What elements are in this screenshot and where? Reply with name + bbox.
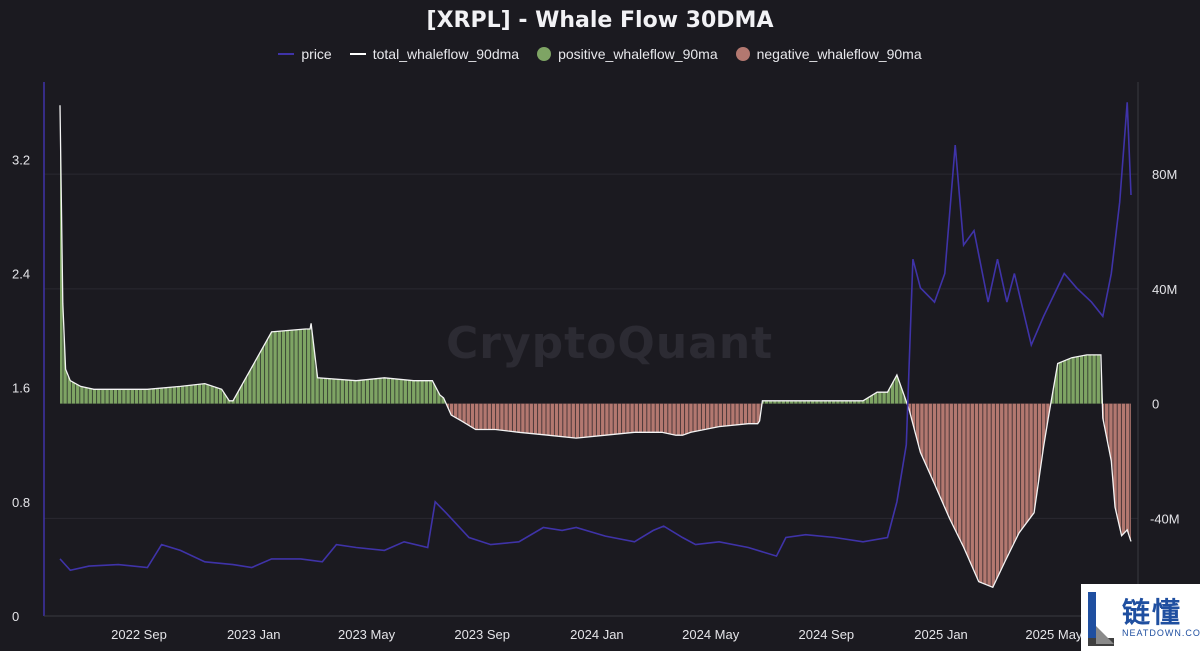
positive-whaleflow-area (60, 105, 1131, 404)
total-whaleflow-line (59, 105, 1132, 589)
chart-legend: price total_whaleflow_90dma positive_whale… (0, 46, 1200, 62)
x-tick-label: 2024 Sep (799, 627, 855, 642)
logo-english-text: NEATDOWN.COM (1122, 627, 1200, 638)
legend-swatch-icon (537, 47, 552, 61)
neatdown-logo: 链懂 NEATDOWN.COM (1081, 584, 1200, 651)
legend-label: positive_whaleflow_90ma (558, 46, 718, 62)
x-tick-label: 2023 Sep (454, 627, 510, 642)
chart-title: [XRPL] - Whale Flow 30DMA (426, 8, 774, 33)
legend-item-total-whaleflow-90dma[interactable]: total_whaleflow_90dma (349, 46, 520, 62)
logo-chinese-text: 链懂 (1122, 595, 1183, 629)
left-tick-label: 1.6 (12, 381, 30, 396)
legend-swatch-icon (735, 47, 750, 61)
negative-whaleflow-area (60, 403, 1131, 587)
legend-swatch-icon (278, 53, 295, 55)
left-tick-label: 0.8 (12, 495, 30, 510)
cryptoquant-watermark: CryptoQuant (446, 318, 774, 369)
left-tick-label: 0 (12, 609, 19, 624)
legend-item-price[interactable]: price (278, 46, 332, 62)
x-tick-label: 2024 Jan (570, 627, 624, 642)
price-line (59, 102, 1132, 572)
right-tick-label: -40M (1150, 511, 1180, 526)
x-tick-label: 2022 Sep (111, 627, 167, 642)
right-tick-label: 80M (1152, 167, 1177, 182)
logo-l-mark-icon (1086, 590, 1116, 646)
legend-item-positive-whaleflow-90ma[interactable]: positive_whaleflow_90ma (537, 46, 718, 62)
legend-label: negative_whaleflow_90ma (756, 46, 922, 62)
right-tick-label: 0 (1152, 397, 1159, 412)
right-tick-label: 40M (1152, 282, 1177, 297)
legend-swatch-icon (349, 53, 366, 55)
x-tick-label: 2024 May (682, 627, 740, 642)
x-tick-label: 2025 May (1025, 627, 1083, 642)
left-tick-label: 3.2 (12, 152, 30, 167)
x-tick-label: 2023 May (338, 627, 396, 642)
legend-label: total_whaleflow_90dma (372, 46, 520, 62)
left-tick-label: 2.4 (12, 267, 30, 282)
legend-label: price (301, 46, 332, 62)
x-tick-label: 2023 Jan (227, 627, 281, 642)
legend-item-negative-whaleflow-90ma[interactable]: negative_whaleflow_90ma (735, 46, 922, 62)
x-tick-label: 2025 Jan (914, 627, 968, 642)
